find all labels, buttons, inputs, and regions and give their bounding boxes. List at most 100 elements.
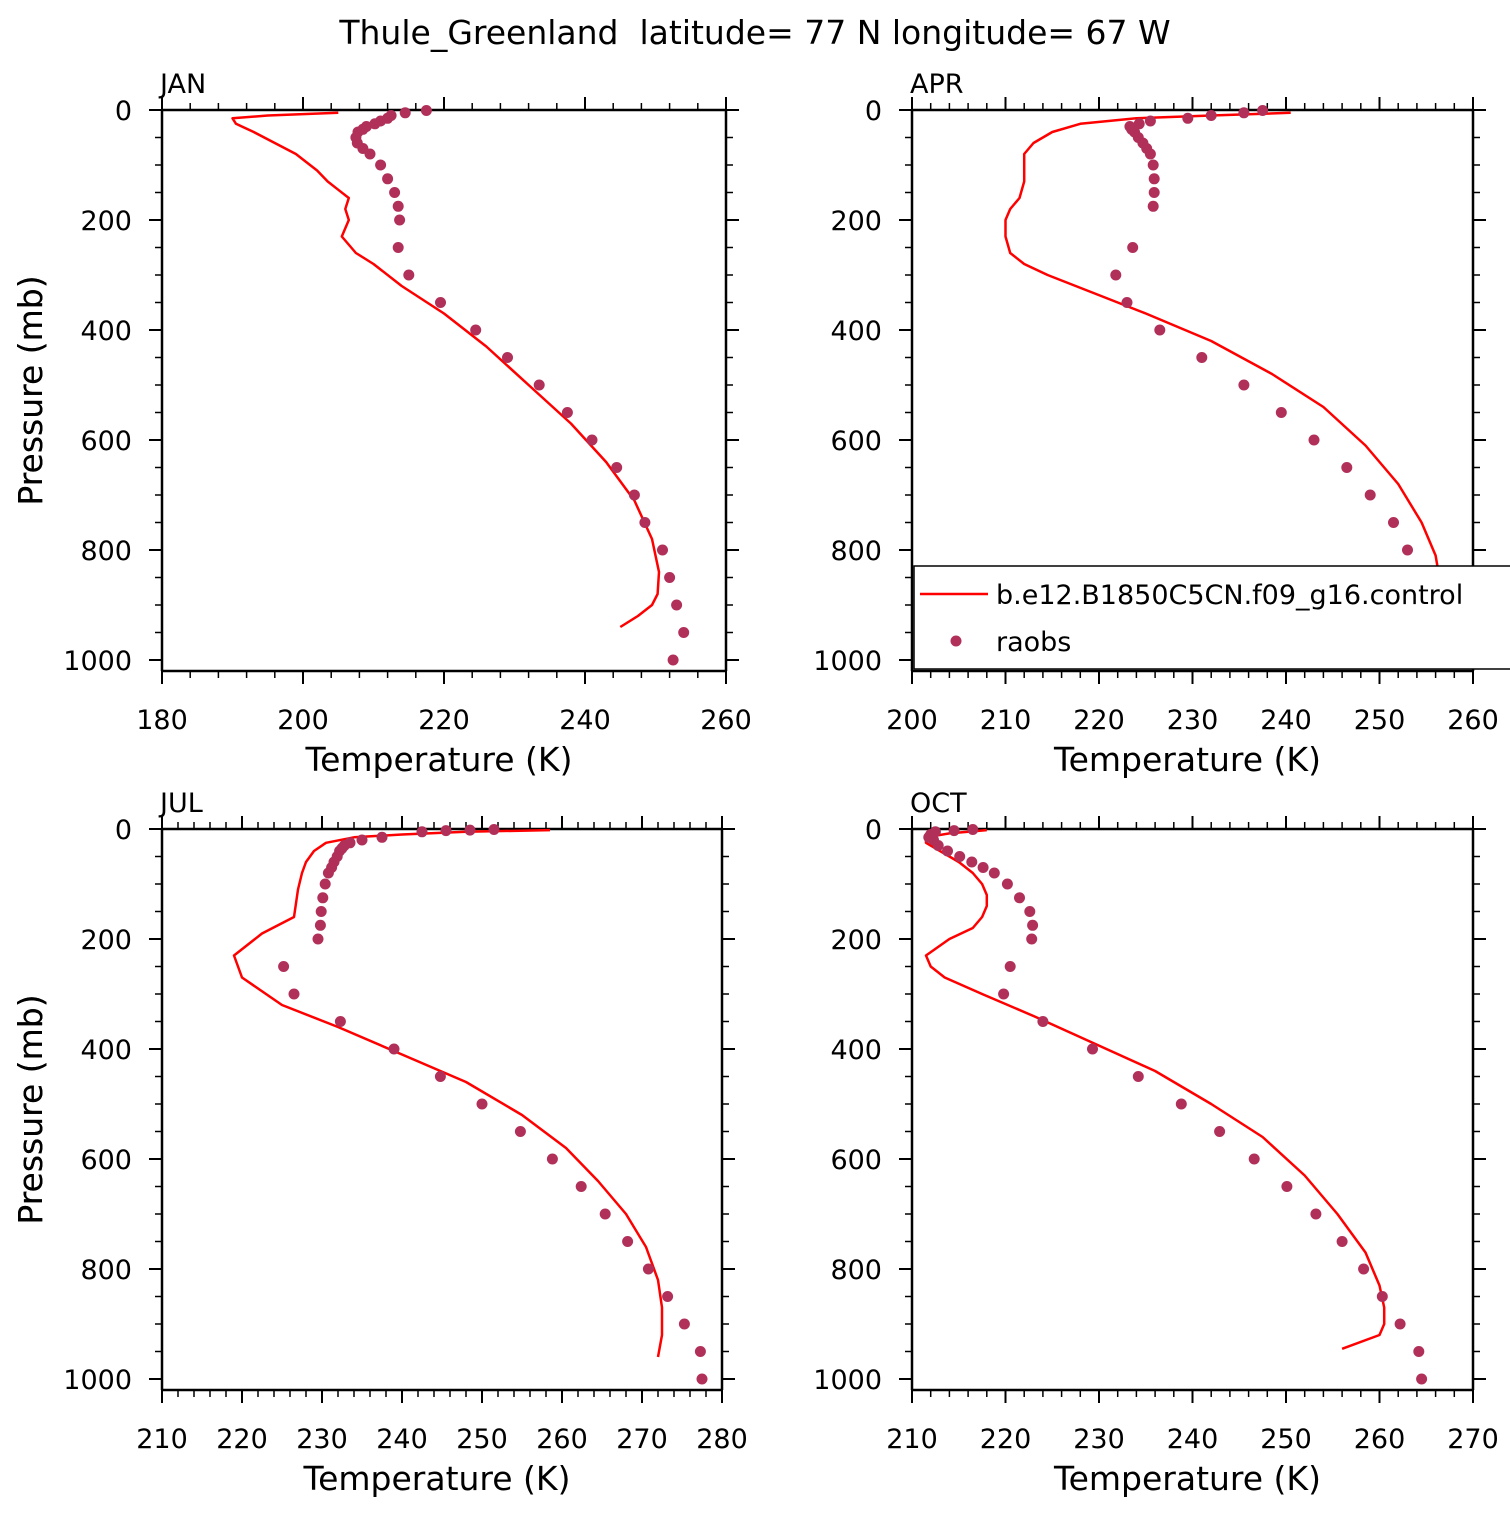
y-tick-label: 800: [830, 536, 882, 567]
raobs-point: [1238, 107, 1250, 119]
panel-label: APR: [910, 69, 964, 100]
raobs-point: [364, 148, 376, 160]
legend-model-label: b.e12.B1850C5CN.f09_g16.control: [996, 580, 1463, 611]
raobs-point: [948, 825, 960, 837]
raobs-point: [1001, 878, 1013, 890]
raobs-point: [1341, 462, 1353, 473]
raobs-point: [464, 824, 476, 836]
panel-label: OCT: [910, 788, 967, 819]
raobs-point: [317, 892, 329, 904]
raobs-point: [1416, 1373, 1428, 1385]
raobs-point: [967, 824, 979, 835]
raobs-point: [1147, 159, 1159, 171]
x-tick-label: 270: [616, 1424, 668, 1455]
raobs-point: [694, 1346, 706, 1357]
y-tick-label: 600: [80, 1145, 132, 1176]
y-tick-label: 200: [80, 925, 132, 956]
raobs-point: [1364, 489, 1376, 501]
raobs-point: [476, 1098, 488, 1110]
panel-jul: 210 220 230 240 250 260 270 280 0 200 400 600 800 100…: [11, 788, 748, 1498]
raobs-point: [1004, 961, 1016, 972]
raobs-point: [1281, 1181, 1293, 1192]
y-tick-label: 800: [830, 1255, 882, 1286]
raobs-point: [1127, 242, 1139, 253]
x-tick-label: 270: [1447, 1424, 1499, 1455]
raobs-point: [315, 906, 327, 917]
x-tick-label: 180: [136, 705, 188, 736]
raobs-point: [392, 242, 404, 253]
raobs-point: [642, 1263, 654, 1275]
x-axis-label: Temperature (K): [303, 1459, 571, 1498]
raobs-point: [382, 173, 394, 185]
raobs-point: [664, 572, 676, 583]
raobs-point: [376, 831, 388, 843]
raobs-point: [399, 107, 411, 119]
y-tick-label: 1000: [63, 646, 132, 677]
panel-label: JAN: [158, 69, 206, 100]
x-tick-label: 260: [1447, 705, 1499, 736]
x-tick-label: 200: [886, 705, 938, 736]
model-profile-line: [231, 111, 661, 629]
y-axis-label: Pressure (mb): [11, 275, 50, 505]
y-tick-label: 200: [830, 925, 882, 956]
x-tick-label: 210: [886, 1424, 938, 1455]
raobs-point: [1196, 352, 1208, 363]
raobs-point: [1238, 379, 1250, 391]
y-tick-label: 200: [80, 206, 132, 237]
y-tick-label: 400: [80, 1035, 132, 1066]
raobs-point: [1024, 906, 1036, 917]
raobs-point: [998, 988, 1010, 1000]
raobs-point: [671, 599, 683, 611]
raobs-point: [1132, 1071, 1144, 1082]
raobs-point: [1358, 1263, 1370, 1275]
x-tick-label: 260: [700, 705, 752, 736]
x-tick-label: 230: [1167, 705, 1219, 736]
x-tick-label: 210: [980, 705, 1032, 736]
x-tick-label: 240: [376, 1424, 428, 1455]
raobs-point: [502, 352, 513, 363]
raobs-point: [420, 105, 432, 116]
model-profile-line: [924, 828, 1386, 1350]
raobs-point: [1121, 297, 1133, 308]
y-tick-label: 1000: [813, 1365, 882, 1396]
raobs-point: [1144, 115, 1156, 127]
raobs-point: [657, 544, 668, 556]
raobs-point: [678, 1318, 690, 1330]
raobs-point: [667, 654, 679, 666]
raobs-point: [1248, 1153, 1260, 1165]
raobs-point: [356, 834, 368, 846]
raobs-point: [1154, 324, 1166, 336]
raobs-point: [977, 862, 989, 873]
raobs-point: [334, 1016, 346, 1027]
raobs-point: [561, 407, 573, 418]
raobs-point: [1394, 1318, 1406, 1330]
raobs-point: [586, 434, 598, 446]
raobs-point: [488, 824, 500, 835]
y-axis-label: Pressure (mb): [11, 994, 50, 1224]
raobs-point: [1144, 148, 1156, 160]
raobs-point: [599, 1208, 611, 1220]
x-tick-label: 220: [1073, 705, 1125, 736]
y-tick-label: 0: [865, 96, 882, 127]
raobs-point: [1205, 110, 1217, 121]
raobs-point: [1308, 434, 1320, 446]
x-tick-label: 220: [216, 1424, 268, 1455]
raobs-point: [1087, 1043, 1098, 1055]
x-tick-label: 250: [456, 1424, 508, 1455]
legend-obs-label: raobs: [996, 627, 1071, 658]
x-tick-label: 250: [1260, 1424, 1312, 1455]
raobs-point: [392, 200, 404, 212]
x-axis-label: Temperature (K): [1053, 1459, 1321, 1498]
raobs-point: [1027, 919, 1039, 931]
raobs-point: [932, 840, 944, 851]
raobs-point: [628, 489, 640, 501]
raobs-point: [1014, 892, 1025, 904]
raobs-point: [314, 919, 326, 931]
panel-label: JUL: [158, 788, 203, 819]
y-tick-label: 0: [865, 815, 882, 846]
raobs-point: [1182, 112, 1194, 124]
raobs-point: [662, 1291, 674, 1302]
model-profile-line: [1004, 111, 1442, 634]
raobs-point: [546, 1153, 558, 1165]
